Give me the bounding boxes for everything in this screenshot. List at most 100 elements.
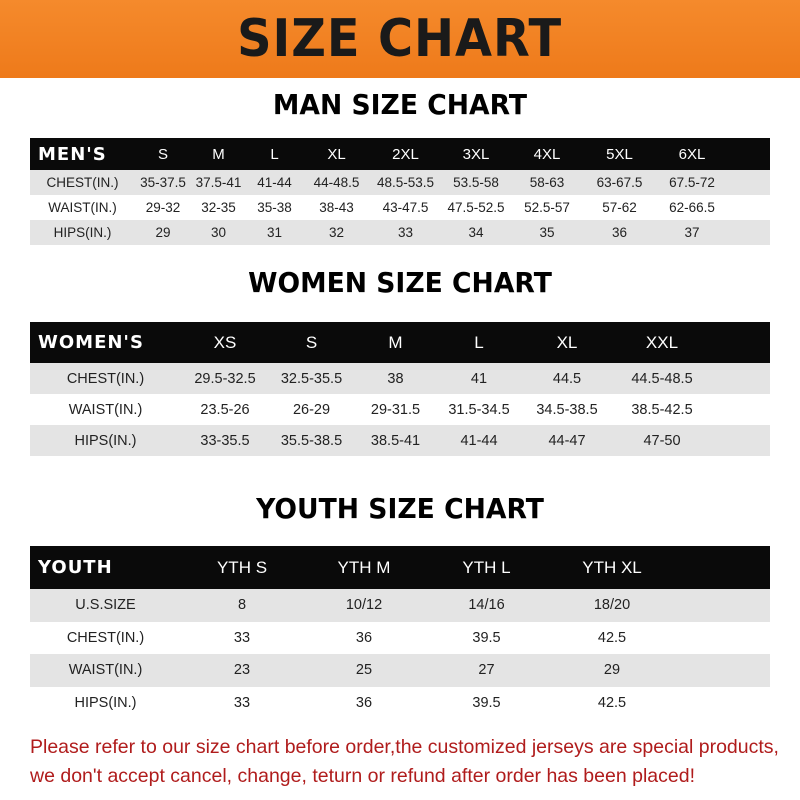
row-label: WAIST(IN.) [68,662,143,679]
table-cell: XL [327,145,346,163]
table-cell: 58-63 [529,175,565,190]
table-row: HIPS(IN.) 33-35.5 35.5-38.5 38.5-41 41-44 44-… [30,425,770,456]
banner: SIZE CHART [0,0,800,78]
table-cell: L [270,145,279,163]
table-cell: 35-37.5 [140,175,186,190]
table-cell: XXL [645,332,679,352]
table-cell: 34 [468,225,484,240]
table-cell: 47-50 [643,432,681,449]
table-header-row: WOMEN'S XS S M L XL XXL [30,322,770,363]
table-cell: 33 [233,629,251,646]
table-cell: 44.5-48.5 [631,370,693,387]
table-row: WAIST(IN.) 23.5-26 26-29 29-31.5 31.5-34.5 34… [30,394,770,425]
row-label: CHEST(IN.) [66,629,145,646]
table-cell: 42.5 [597,629,627,646]
men-size-table: MEN'S S M L XL 2XL 3XL 4XL 5XL 6XL CHEST(IN.) 35-37… [30,138,770,245]
table-cell: M [388,332,403,352]
table-cell: 44.5 [552,370,582,387]
table-cell: 29 [603,662,621,679]
banner-title: SIZE CHART [237,9,563,69]
table-cell: L [474,332,484,352]
row-label: YOUTH [38,557,113,578]
table-cell: 37.5-41 [195,175,242,190]
table-cell: M [212,145,225,163]
table-cell: 44-48.5 [313,175,360,190]
table-cell: 43-47.5 [382,200,429,215]
table-cell: 33 [233,694,251,711]
table-cell: 23 [233,662,251,679]
row-label: MEN'S [38,143,107,165]
table-header-row: YOUTH YTH S YTH M YTH L YTH XL [30,546,770,589]
table-cell: 6XL [678,145,706,163]
table-row: HIPS(IN.) 33 36 39.5 42.5 [30,686,770,719]
table-cell: 62-66.5 [669,200,715,215]
table-cell: 37 [684,225,700,240]
table-cell: 35-38 [257,200,292,215]
table-row: CHEST(IN.) 33 36 39.5 42.5 [30,621,770,654]
table-cell: 42.5 [597,694,627,711]
policy-note-line-2: we don't accept cancel, change, teturn o… [30,765,695,787]
table-cell: 29-31.5 [370,401,421,418]
table-cell: 32.5-35.5 [280,370,343,387]
table-cell: 39.5 [472,694,501,711]
table-cell: 18/20 [593,597,631,614]
row-label: WOMEN'S [38,332,144,353]
table-cell: 32 [328,225,345,240]
table-cell: 31.5-34.5 [448,401,510,418]
table-row: WAIST(IN.) 23 25 27 29 [30,654,770,687]
table-cell: 53.5-58 [453,175,499,190]
table-cell: 39.5 [472,629,501,646]
table-cell: YTH XL [582,557,642,577]
table-cell: 44-47 [548,432,586,449]
row-label: CHEST(IN.) [66,370,145,387]
table-cell: 8 [237,597,247,614]
table-cell: 23.5-26 [200,401,250,418]
table-cell: 10/12 [345,597,383,614]
table-cell: 47.5-52.5 [447,200,505,215]
row-label: CHEST(IN.) [46,175,119,190]
table-cell: 36 [611,225,628,240]
table-cell: 26-29 [292,401,331,418]
row-label: WAIST(IN.) [48,200,117,215]
table-cell: 30 [210,225,227,240]
row-label: WAIST(IN.) [68,401,143,418]
youth-title: YOUTH SIZE CHART [256,492,544,525]
table-row: U.S.SIZE 8 10/12 14/16 18/20 [30,589,770,622]
table-cell: XL [556,332,578,352]
table-cell: 41 [470,370,488,387]
youth-size-table: YOUTH YTH S YTH M YTH L YTH XL U.S.SIZE 8 10/12… [30,546,770,719]
table-cell: S [305,332,318,352]
table-cell: 32-35 [201,200,236,215]
table-cell: 14/16 [468,597,505,614]
row-label: HIPS(IN.) [53,225,112,240]
table-cell: 29-32 [145,200,181,215]
table-cell: 29 [155,225,171,240]
table-cell: 38.5-42.5 [631,401,693,418]
table-cell: 34.5-38.5 [536,401,598,418]
table-cell: 41-44 [460,432,498,449]
table-cell: S [157,145,168,163]
row-label: HIPS(IN.) [74,432,137,449]
table-cell: 33-35.5 [200,432,250,449]
table-row: HIPS(IN.) 29 30 31 32 33 34 35 36 37 [30,220,770,245]
table-cell: 63-67.5 [596,175,643,190]
row-label: HIPS(IN.) [74,694,137,711]
table-cell: 4XL [533,145,561,163]
table-cell: 52.5-57 [524,200,570,215]
table-row: WAIST(IN.) 29-32 32-35 35-38 38-43 43-47.5 47.… [30,195,770,220]
policy-note-line-1: Please refer to our size chart before or… [30,736,779,758]
table-cell: 48.5-53.5 [376,175,435,190]
table-cell: 3XL [462,145,490,163]
policy-note: Please refer to our size chart before or… [30,733,790,791]
table-cell: 36 [355,694,373,711]
table-cell: 41-44 [257,175,292,190]
table-cell: 5XL [606,145,633,163]
table-cell: YTH S [216,557,268,577]
table-cell: 38.5-41 [370,432,421,449]
table-cell: YTH L [462,557,511,577]
table-cell: 2XL [392,145,419,163]
table-row: CHEST(IN.) 29.5-32.5 32.5-35.5 38 41 44.5 44.5… [30,363,770,394]
men-title: MAN SIZE CHART [272,88,528,121]
table-cell: 25 [355,662,373,679]
table-cell: 35.5-38.5 [280,432,343,449]
